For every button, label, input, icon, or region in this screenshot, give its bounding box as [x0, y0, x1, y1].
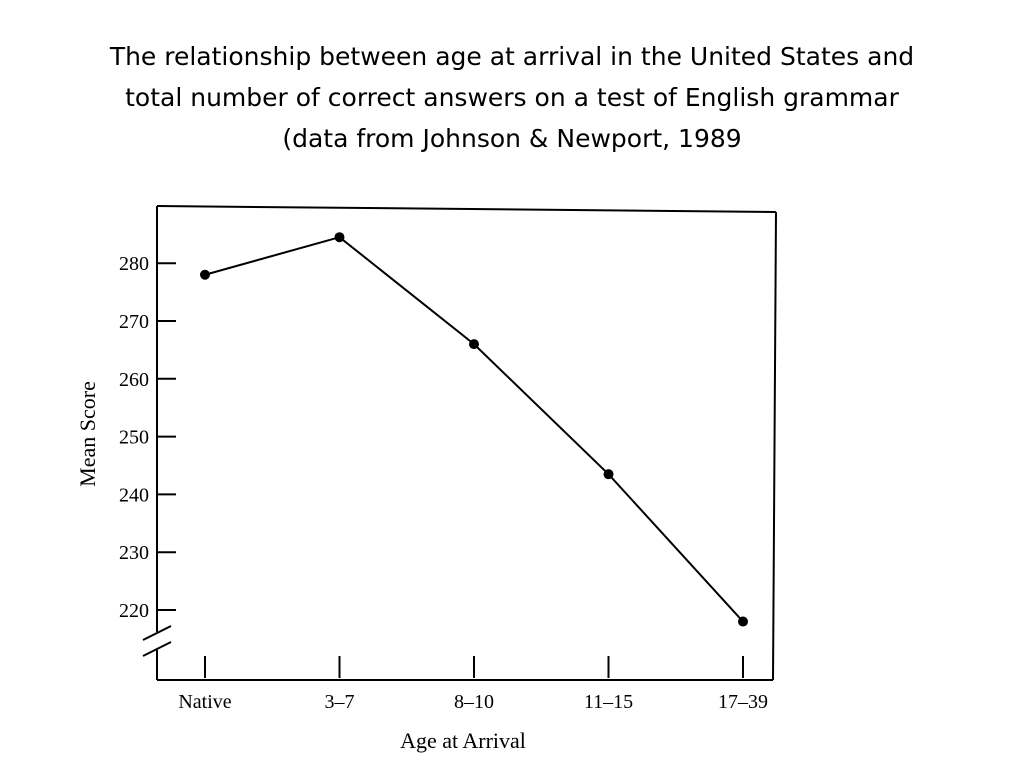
- data-point-2: [469, 339, 479, 350]
- y-tick-label-230: 230: [119, 542, 149, 564]
- slide-title-line-2: total number of correct answers on a tes…: [125, 83, 899, 112]
- data-point-0: [200, 269, 210, 280]
- plot-frame: [142, 205, 777, 681]
- data-point-1: [334, 232, 345, 243]
- y-tick-label-250: 250: [119, 427, 149, 449]
- axis-break-mark-upper: [142, 625, 172, 641]
- y-axis-ticks: 220 230 240 250 260 270 280: [119, 253, 176, 622]
- x-tick-label-4: 17–39: [718, 691, 768, 713]
- x-axis-title: Age at Arrival: [400, 728, 526, 753]
- y-tick-label-240: 240: [119, 484, 149, 506]
- slide-title-line-3: (data from Johnson & Newport, 1989: [282, 124, 742, 153]
- frame-right: [772, 211, 777, 681]
- series-line: [204, 236, 744, 623]
- y-tick-label-270: 270: [119, 311, 149, 333]
- series-mean-score: [200, 232, 748, 627]
- data-point-4: [738, 616, 748, 627]
- x-tick-label-1: 3–7: [325, 691, 355, 713]
- x-tick-label-2: 8–10: [454, 691, 494, 713]
- x-axis-ticks: Native 3–7 8–10 11–15 17–39: [178, 656, 768, 713]
- slide-title: The relationship between age at arrival …: [40, 36, 984, 159]
- axis-break-mark-lower: [142, 641, 172, 657]
- frame-top: [156, 205, 777, 213]
- y-axis-title: Mean Score: [75, 381, 100, 487]
- x-tick-label-0: Native: [178, 691, 231, 713]
- y-tick-label-220: 220: [119, 600, 149, 622]
- slide-title-line-1: The relationship between age at arrival …: [109, 42, 915, 71]
- x-tick-label-3: 11–15: [584, 691, 633, 713]
- y-tick-label-280: 280: [119, 253, 149, 275]
- data-point-3: [603, 469, 614, 480]
- y-tick-label-260: 260: [119, 369, 149, 391]
